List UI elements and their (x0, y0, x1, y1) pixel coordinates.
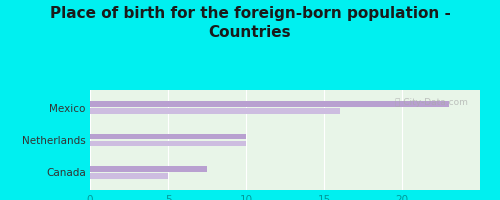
Bar (90, 166, 207, 172)
Bar (90, 134, 246, 139)
Text: Place of birth for the foreign-born population -
Countries: Place of birth for the foreign-born popu… (50, 6, 450, 40)
Bar (90, 101, 449, 107)
Text: ⓘ City-Data.com: ⓘ City-Data.com (396, 98, 468, 107)
Bar (90, 108, 340, 114)
Bar (90, 141, 246, 146)
Bar (90, 173, 168, 179)
